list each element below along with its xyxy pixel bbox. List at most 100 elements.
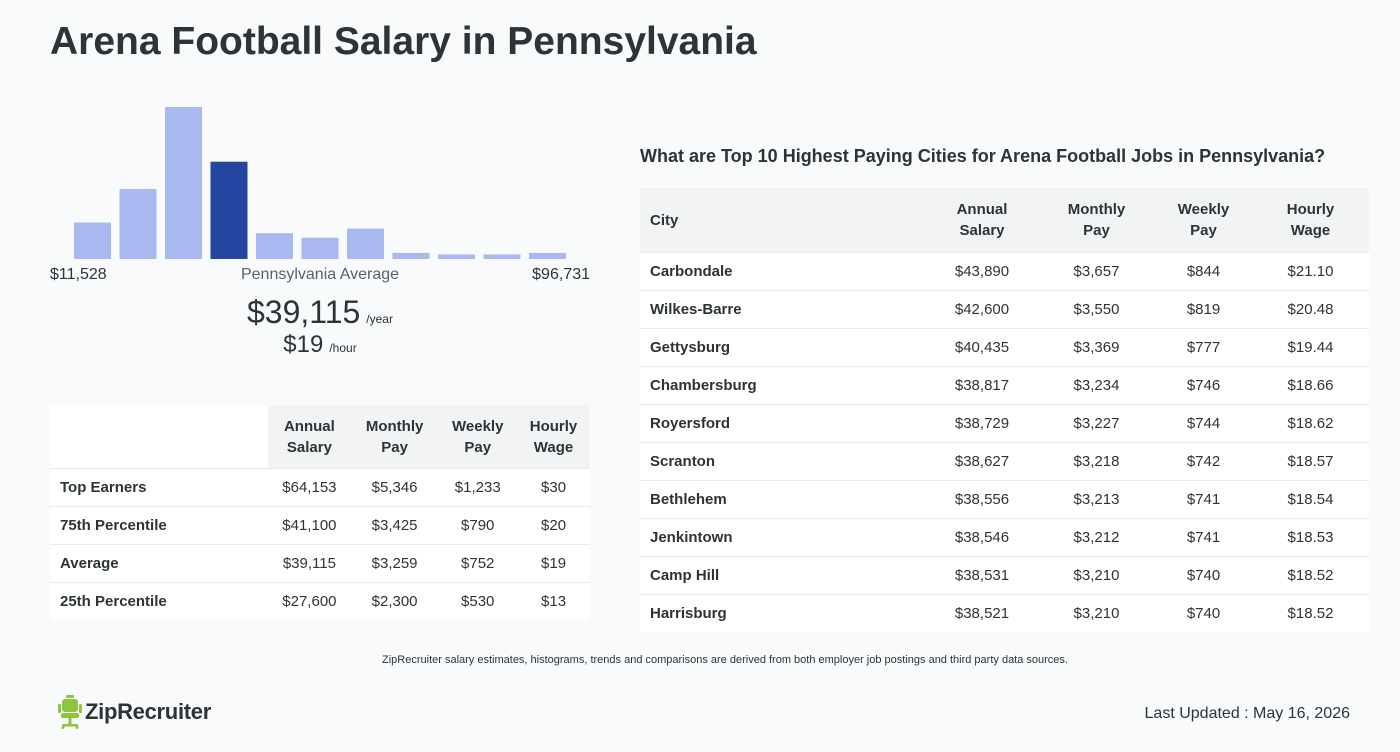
cell-weekly: $1,233 (438, 468, 518, 507)
table-row: Wilkes-Barre $42,600 $3,550 $819 $20.48 (640, 290, 1369, 329)
cell-weekly: $741 (1155, 518, 1252, 557)
cell-annual: $64,153 (268, 468, 351, 507)
cell-weekly: $790 (438, 506, 518, 545)
table-row: Carbondale $43,890 $3,657 $844 $21.10 (640, 252, 1369, 291)
histogram-bar (483, 254, 521, 259)
cell-monthly: $3,234 (1038, 366, 1155, 405)
city-name: Bethlehem (640, 480, 926, 519)
row-label: 75th Percentile (50, 506, 268, 545)
cell-annual: $38,556 (926, 480, 1038, 519)
disclaimer-text: ZipRecruiter salary estimates, histogram… (382, 654, 1068, 666)
city-name: Jenkintown (640, 518, 926, 557)
cell-monthly: $5,346 (350, 468, 439, 507)
cities-header-annual: Annual Salary (926, 188, 1038, 253)
city-name: Gettysburg (640, 328, 926, 367)
histogram-bar (529, 252, 566, 259)
cell-weekly: $530 (438, 582, 518, 620)
cities-header-monthly: Monthly Pay (1038, 188, 1155, 253)
histogram-max-label: $96,731 (532, 266, 590, 283)
cell-annual: $38,817 (926, 366, 1038, 405)
cell-weekly: $740 (1155, 594, 1252, 632)
row-label: 25th Percentile (50, 582, 268, 620)
table-row: Chambersburg $38,817 $3,234 $746 $18.66 (640, 366, 1369, 405)
cell-monthly: $3,550 (1038, 290, 1155, 329)
ziprecruiter-chair-icon (58, 695, 82, 729)
city-name: Carbondale (640, 252, 926, 291)
average-annual-value: $39,115 (247, 294, 361, 330)
last-updated: Last Updated : May 16, 2026 (1144, 705, 1350, 722)
percentile-header-hourly: Hourly Wage (517, 405, 590, 469)
cell-hourly: $18.57 (1252, 442, 1369, 481)
cell-annual: $38,729 (926, 404, 1038, 443)
cell-hourly: $30 (517, 468, 590, 507)
table-row: Bethlehem $38,556 $3,213 $741 $18.54 (640, 480, 1369, 519)
table-row: Gettysburg $40,435 $3,369 $777 $19.44 (640, 328, 1369, 367)
histogram-bar (74, 222, 111, 259)
logo-text: ZipRecruiter (85, 699, 211, 724)
cell-monthly: $3,369 (1038, 328, 1155, 367)
cell-hourly: $20.48 (1252, 290, 1369, 329)
cell-annual: $40,435 (926, 328, 1038, 367)
histogram-bar (438, 254, 475, 259)
cities-header-row: City Annual Salary Monthly Pay Weekly Pay H… (640, 188, 1369, 253)
cell-weekly: $740 (1155, 556, 1252, 595)
cell-weekly: $777 (1155, 328, 1252, 367)
average-annual-unit: /year (366, 312, 393, 326)
cell-hourly: $18.53 (1252, 518, 1369, 557)
cell-weekly: $746 (1155, 366, 1252, 405)
table-row: Jenkintown $38,546 $3,212 $741 $18.53 (640, 518, 1369, 557)
ziprecruiter-logo[interactable]: ZipRecruiter (58, 695, 211, 729)
histogram-bar (165, 107, 202, 259)
cell-weekly: $819 (1155, 290, 1252, 329)
cell-annual: $38,546 (926, 518, 1038, 557)
cell-annual: $41,100 (268, 506, 351, 545)
cell-monthly: $3,259 (350, 544, 439, 583)
average-hourly-unit: /hour (329, 341, 357, 355)
table-row: Scranton $38,627 $3,218 $742 $18.57 (640, 442, 1369, 481)
table-row: Top Earners $64,153 $5,346 $1,233 $30 (50, 468, 590, 507)
cell-monthly: $3,213 (1038, 480, 1155, 519)
cell-annual: $39,115 (268, 544, 351, 583)
page-title: Arena Football Salary in Pennsylvania (50, 20, 757, 63)
percentile-header-blank (50, 405, 268, 469)
average-hourly-value: $19 (283, 331, 324, 358)
cell-hourly: $18.54 (1252, 480, 1369, 519)
table-row: Average $39,115 $3,259 $752 $19 (50, 544, 590, 583)
city-name: Camp Hill (640, 556, 926, 595)
cities-table: City Annual Salary Monthly Pay Weekly Pay H… (640, 188, 1369, 632)
cell-monthly: $3,227 (1038, 404, 1155, 443)
average-annual: $39,115/year (50, 294, 590, 331)
histogram-bar (301, 237, 339, 259)
histogram-bar-highlight (210, 161, 248, 259)
city-name: Wilkes-Barre (640, 290, 926, 329)
cell-hourly: $18.52 (1252, 556, 1369, 595)
cell-hourly: $18.52 (1252, 594, 1369, 632)
cities-title: What are Top 10 Highest Paying Cities fo… (640, 146, 1326, 166)
percentile-table: Annual Salary Monthly Pay Weekly Pay Hourly… (50, 405, 590, 620)
cell-hourly: $20 (517, 506, 590, 545)
cell-weekly: $744 (1155, 404, 1252, 443)
cities-header-city: City (640, 188, 926, 253)
average-label: Pennsylvania Average (240, 266, 400, 283)
cell-hourly: $18.66 (1252, 366, 1369, 405)
city-name: Harrisburg (640, 594, 926, 632)
histogram-bar (392, 252, 430, 259)
percentile-header-annual: Annual Salary (268, 405, 351, 469)
cell-weekly: $741 (1155, 480, 1252, 519)
cell-hourly: $18.62 (1252, 404, 1369, 443)
histogram-bar (347, 228, 384, 259)
cell-hourly: $19 (517, 544, 590, 583)
table-row: Harrisburg $38,521 $3,210 $740 $18.52 (640, 594, 1369, 632)
cell-hourly: $19.44 (1252, 328, 1369, 367)
cell-weekly: $742 (1155, 442, 1252, 481)
row-label: Average (50, 544, 268, 583)
cell-monthly: $3,657 (1038, 252, 1155, 291)
cell-annual: $38,627 (926, 442, 1038, 481)
cell-monthly: $3,210 (1038, 594, 1155, 632)
cell-annual: $27,600 (268, 582, 351, 620)
average-hourly: $19/hour (50, 331, 590, 359)
cell-annual: $42,600 (926, 290, 1038, 329)
cell-annual: $38,531 (926, 556, 1038, 595)
cell-monthly: $3,425 (350, 506, 439, 545)
histogram-bar (256, 233, 293, 259)
